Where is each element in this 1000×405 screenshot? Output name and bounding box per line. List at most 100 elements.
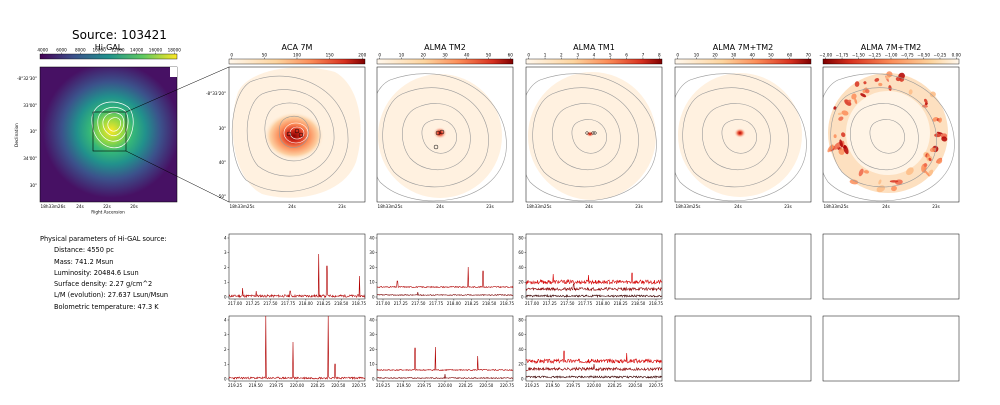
spectrum-xtick-label: 220.50 [331, 383, 345, 388]
spix-patch [838, 116, 844, 121]
almatm1-colorbar-tick-label: 8 [658, 53, 661, 58]
tm1-spectrum-bottom-line-2 [525, 363, 663, 372]
spix-patch [841, 132, 846, 138]
spectrum-xtick-label: 217.75 [429, 301, 443, 306]
tm2-spectrum-bottom-line-2 [376, 373, 514, 380]
higal-title: Hi-GAL [94, 43, 123, 52]
almaspix-colorbar-tick-label: −0.50 [917, 53, 930, 58]
spectrum-xtick-label: 220.50 [628, 383, 642, 388]
almatm1-contours [526, 73, 657, 202]
tm2-spectrum-top: 217.00 217.25 217.50 217.75 218.00 218.25 218.… [369, 233, 514, 306]
tm2-spectrum-bottom-line-1 [376, 346, 514, 372]
almatm2-map [376, 66, 514, 203]
comb-spectrum-bottom-empty [674, 315, 812, 382]
higal-zoom-box [92, 111, 127, 152]
spectrum-ytick-label: 30 [369, 332, 375, 337]
almacomb-xtick-3: 23s [784, 204, 792, 209]
spix-patch [863, 81, 867, 85]
spectrum-xtick-label: 217.50 [560, 301, 574, 306]
spectrum-ytick-label: 4 [224, 317, 227, 322]
aca7m-colorbar-tick-label: 50 [262, 53, 268, 58]
almatm2-xtick-3: 23s [486, 204, 494, 209]
almaspix-noise-patches [827, 71, 948, 193]
spix-patch [841, 110, 849, 116]
higal-ytick-4: 34'00" [23, 156, 37, 161]
param-distance: Distance: 4550 pc [54, 246, 114, 255]
higal-colorbar-tick-label: 14000 [130, 48, 144, 53]
spectrum-ytick-label: 3 [224, 250, 227, 255]
spix-patch [928, 157, 932, 162]
aca7m-colorbar-tick-label: 0 [230, 53, 233, 58]
spix-patch [833, 106, 837, 110]
almatm1-colorbar-tick-label: 5 [609, 53, 612, 58]
spectrum-xtick-label: 218.75 [352, 301, 366, 306]
spectrum-xtick-label: 219.75 [269, 383, 283, 388]
aca7m-xtick-2: 24s [288, 204, 296, 209]
almacomb-xtick-2: 24s [734, 204, 742, 209]
spectrum-xtick-label: 217.00 [376, 301, 390, 306]
spectrum-xtick-label: 217.00 [228, 301, 242, 306]
tm2-spectrum-top-axes: 217.00 217.25 217.50 217.75 218.00 218.25 218.… [369, 235, 514, 306]
almacomb-colorbar-tick-label: 0 [676, 53, 679, 58]
zoom-connector-top [125, 66, 230, 113]
higal-xtick-1: 18h33m26s [41, 204, 66, 209]
spectrum-xtick-label: 219.25 [525, 383, 539, 388]
tm1-spectrum-top-line-3 [525, 293, 663, 299]
spectrum-ytick-label: 3 [224, 332, 227, 337]
higal-xtick-4: 20s [130, 204, 138, 209]
spectrum-xtick-label: 218.50 [334, 301, 348, 306]
almatm1-title: ALMA TM1 [573, 43, 615, 52]
almatm2-colorbar-ticks: 0 10 20 30 40 50 60 [378, 53, 513, 59]
almatm2-colorbar-tick-label: 40 [464, 53, 470, 58]
spectrum-xtick-label: 220.50 [479, 383, 493, 388]
aca7m-markers [286, 128, 304, 138]
almatm2-colorbar-tick-label: 0 [378, 53, 381, 58]
param-surface-density: Surface density: 2.27 g/cm^2 [54, 280, 153, 289]
spix-spectrum-bottom-empty [822, 315, 960, 382]
higal-ylabel: Declination [14, 123, 19, 147]
spix-patch [833, 142, 842, 150]
spectrum-xtick-label: 220.25 [311, 383, 325, 388]
spectrum-xtick-label: 217.50 [411, 301, 425, 306]
spix-patch [936, 158, 943, 164]
spectrum-ytick-label: 80 [518, 235, 524, 240]
almaspix-colorbar-tick-label: −0.25 [934, 53, 947, 58]
spix-patch [847, 99, 852, 103]
almaspix-xtick-3: 23s [932, 204, 940, 209]
spix-patch [863, 170, 870, 174]
tm2-spectrum-bottom: 219.25 219.50 219.75 220.00 220.25 220.50 220.… [369, 315, 514, 388]
aca7m-ytick-1: -8°33'20" [206, 91, 226, 96]
spix-patch [874, 78, 880, 82]
spix-patch [858, 168, 864, 177]
spectrum-xtick-label: 220.75 [500, 383, 514, 388]
higal-colorbar-ticks: 4000 6000 8000 10000 12000 14000 16000 18000 [37, 48, 181, 54]
almatm1-markers [585, 131, 597, 135]
spix-patch [865, 88, 870, 94]
spectrum-ytick-label: 20 [518, 280, 524, 285]
almacomb-colorbar-tick-label: 40 [750, 53, 756, 58]
spectrum-xtick-label: 218.50 [631, 301, 645, 306]
aca7m-colorbar-tick-label: 200 [358, 53, 366, 58]
tm2-spectrum-top-line-1 [376, 266, 514, 289]
spectrum-xtick-label: 218.25 [317, 301, 331, 306]
spix-patch [851, 93, 857, 100]
higal-colorbar-tick-label: 6000 [56, 48, 67, 53]
spectrum-ytick-label: 2 [224, 265, 227, 270]
almatm2-colorbar-tick-label: 10 [399, 53, 405, 58]
almatm1-colorbar-tick-label: 7 [642, 53, 645, 58]
almaspix-colorbar-tick-label: 0.00 [952, 53, 962, 58]
spectrum-ytick-label: 0 [521, 376, 524, 381]
spectrum-xtick-label: 219.50 [249, 383, 263, 388]
spix-patch [849, 179, 859, 185]
zoom-connector-bottom [125, 150, 230, 203]
spectrum-xtick-label: 219.25 [228, 383, 242, 388]
spix-patch [924, 98, 928, 104]
spix-patch [843, 144, 849, 155]
almacomb-colorbar-ticks: 0 10 20 30 40 50 60 70 [676, 53, 811, 59]
tm1-spectrum-top: 217.00 217.25 217.50 217.75 218.00 218.25 218.… [518, 233, 663, 306]
aca7m-contours [231, 75, 349, 192]
physical-parameters: Physical parameters of Hi-GAL source: Di… [40, 234, 168, 313]
higal-contours [91, 101, 134, 149]
spectrum-ytick-label: 40 [369, 317, 375, 322]
almacomb-colorbar-tick-label: 30 [731, 53, 737, 58]
